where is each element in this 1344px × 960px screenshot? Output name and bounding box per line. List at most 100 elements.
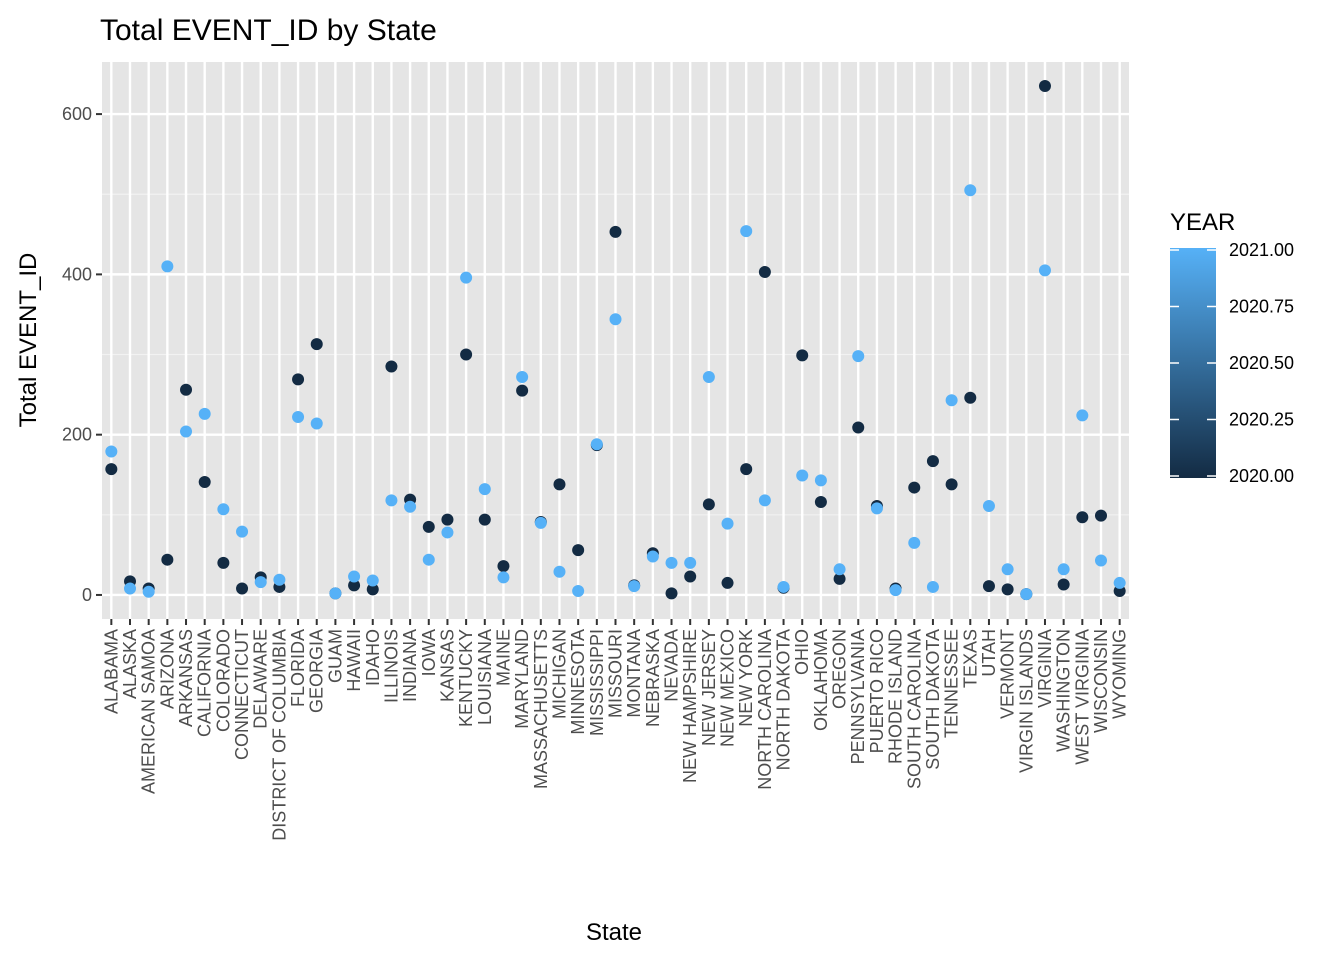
data-point	[646, 550, 659, 563]
data-point	[497, 571, 510, 584]
data-point	[198, 407, 211, 420]
x-tick-label: MARYLAND	[512, 629, 532, 729]
data-point	[534, 516, 547, 529]
data-point	[497, 560, 510, 573]
data-point	[273, 573, 286, 586]
data-point	[684, 556, 697, 569]
data-point	[833, 572, 846, 585]
data-point	[796, 349, 809, 362]
data-point	[404, 500, 417, 513]
x-tick-label: ALABAMA	[101, 629, 121, 714]
data-point	[385, 360, 398, 373]
data-point	[1094, 554, 1107, 567]
legend-tick-label: 2020.75	[1229, 297, 1294, 317]
legend: YEAR 2021.00 2020.75 2020.50 2020.25 2020.00	[1170, 209, 1294, 486]
x-tick-label: TENNESSEE	[942, 629, 962, 738]
x-tick-label: WEST VIRGINIA	[1072, 629, 1092, 765]
data-point	[1001, 583, 1014, 596]
y-tick-label: 600	[62, 104, 92, 124]
x-tick-label: MASSACHUSETTS	[531, 629, 551, 789]
x-axis-title: State	[586, 919, 642, 946]
x-tick-label: DELAWARE	[251, 629, 271, 729]
data-point	[441, 513, 454, 526]
data-point	[441, 526, 454, 539]
x-tick-label: CALIFORNIA	[195, 629, 215, 737]
x-tick-label: GUAM	[325, 629, 345, 683]
x-tick-label: AMERICAN SAMOA	[139, 629, 159, 794]
data-point	[329, 587, 342, 600]
x-tick-label: SOUTH DAKOTA	[923, 629, 943, 770]
data-point	[422, 520, 435, 533]
x-tick-label: ALASKA	[120, 629, 140, 699]
x-tick-label: MONTANA	[624, 629, 644, 718]
x-tick-label: MISSOURI	[606, 629, 626, 718]
x-tick-label: PUERTO RICO	[867, 629, 887, 753]
data-point	[310, 338, 323, 351]
x-tick-label: TEXAS	[960, 629, 980, 688]
x-tick-label: WYOMING	[1110, 629, 1130, 719]
x-tick-label: NEW HAMPSHIRE	[680, 629, 700, 783]
data-point	[796, 469, 809, 482]
data-point	[236, 582, 249, 595]
legend-tick-label: 2020.50	[1229, 353, 1294, 373]
data-point	[926, 580, 939, 593]
x-tick-label: UTAH	[979, 629, 999, 677]
data-point	[1057, 578, 1070, 591]
x-tick-label: DISTRICT OF COLUMBIA	[269, 629, 289, 841]
data-point	[236, 525, 249, 538]
data-point	[908, 481, 921, 494]
data-point	[142, 585, 155, 598]
data-point	[684, 570, 697, 583]
data-point	[814, 474, 827, 487]
data-point	[1076, 409, 1089, 422]
legend-title: YEAR	[1170, 209, 1235, 236]
data-point	[945, 394, 958, 407]
data-point	[964, 184, 977, 197]
data-point	[740, 463, 753, 476]
data-point	[310, 417, 323, 430]
x-tick-label: MINNESOTA	[568, 629, 588, 735]
legend-tick-label: 2020.00	[1229, 466, 1294, 486]
data-point	[478, 483, 491, 496]
data-point	[161, 260, 174, 273]
data-point	[1057, 563, 1070, 576]
x-tick-label: HAWAII	[344, 629, 364, 692]
chart-title: Total EVENT_ID by State	[100, 14, 437, 47]
x-tick-label: PENNSYLVANIA	[848, 629, 868, 764]
y-axis: 0 200 400 600	[62, 104, 102, 605]
x-tick-label: RHODE ISLAND	[886, 629, 906, 764]
x-tick-label: NEW YORK	[736, 629, 756, 727]
data-point	[180, 383, 193, 396]
data-point	[740, 225, 753, 238]
data-point	[758, 265, 771, 278]
data-point	[254, 576, 267, 589]
data-point	[161, 553, 174, 566]
y-tick-label: 200	[62, 425, 92, 445]
x-tick-label: WISCONSIN	[1091, 629, 1111, 733]
data-point	[665, 556, 678, 569]
data-point	[702, 498, 715, 511]
x-tick-label: OREGON	[830, 629, 850, 709]
data-point	[982, 499, 995, 512]
data-point	[422, 553, 435, 566]
data-point	[366, 574, 379, 587]
x-tick-label: INDIANA	[400, 629, 420, 702]
data-point	[292, 373, 305, 386]
data-point	[478, 513, 491, 526]
x-tick-label: NEW JERSEY	[699, 629, 719, 746]
data-point	[572, 544, 585, 557]
x-tick-label: CONNECTICUT	[232, 629, 252, 760]
x-tick-label: MISSISSIPPI	[587, 629, 607, 736]
data-point	[852, 421, 865, 434]
data-points	[105, 80, 1126, 601]
x-tick-label: KANSAS	[437, 629, 457, 702]
x-tick-label: GEORGIA	[307, 629, 327, 713]
data-point	[198, 475, 211, 488]
x-tick-label: IOWA	[419, 629, 439, 676]
x-tick-label: NORTH DAKOTA	[774, 629, 794, 770]
x-tick-label: MICHIGAN	[549, 629, 569, 719]
data-point	[1094, 509, 1107, 522]
x-tick-label: OKLAHOMA	[811, 629, 831, 731]
